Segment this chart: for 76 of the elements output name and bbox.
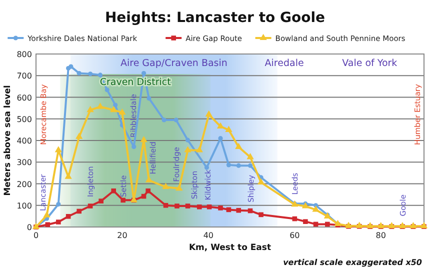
point xyxy=(120,198,126,203)
point xyxy=(110,106,118,112)
point xyxy=(176,184,183,191)
point xyxy=(140,136,148,142)
point xyxy=(235,142,242,150)
x-tick-label: 0 xyxy=(33,231,39,240)
point xyxy=(163,202,168,208)
point xyxy=(312,206,320,212)
point xyxy=(218,206,223,210)
point xyxy=(104,88,110,92)
point xyxy=(174,204,180,208)
point xyxy=(325,222,330,227)
annotation: Airedale xyxy=(264,58,304,69)
y-tick-label: 0 xyxy=(26,223,32,232)
band-label: Craven District xyxy=(100,77,172,88)
band-label: Aire Gap/Craven Basin xyxy=(120,58,228,69)
point xyxy=(111,188,116,194)
point xyxy=(162,118,166,122)
point xyxy=(205,110,212,117)
point xyxy=(146,188,150,194)
annotation: Vale of York xyxy=(342,58,398,69)
point xyxy=(88,204,93,208)
point xyxy=(236,163,241,168)
point xyxy=(64,172,72,179)
point xyxy=(196,146,203,152)
point xyxy=(226,162,232,168)
y-tick-label: 600 xyxy=(16,93,32,102)
point xyxy=(96,102,104,109)
point xyxy=(196,204,202,210)
x-tick-label: 40 xyxy=(203,231,214,240)
point xyxy=(185,204,190,208)
y-axis-title: Meters above sea level xyxy=(3,85,13,196)
point xyxy=(45,222,50,228)
point xyxy=(302,202,310,208)
point xyxy=(113,102,118,108)
point xyxy=(248,163,253,168)
point xyxy=(54,146,62,152)
point xyxy=(184,146,192,152)
point xyxy=(56,202,61,207)
point xyxy=(76,208,82,214)
point xyxy=(185,138,190,142)
y-tick-label: 200 xyxy=(16,180,32,189)
y-tick-label: 700 xyxy=(16,72,32,81)
point xyxy=(76,132,83,139)
x-tick-label: 20 xyxy=(117,231,128,240)
chart-title: Heights: Lancaster to Goole xyxy=(104,10,326,26)
point xyxy=(118,108,126,115)
point xyxy=(246,153,254,160)
x-axis-title: Km, West to East xyxy=(188,243,272,253)
x-tick-label: 80 xyxy=(376,231,386,240)
point xyxy=(66,214,71,219)
point xyxy=(303,219,308,224)
point xyxy=(86,106,94,112)
y-tick-label: 300 xyxy=(16,158,32,168)
point xyxy=(56,220,61,224)
point xyxy=(174,118,178,122)
point xyxy=(236,208,242,213)
point xyxy=(98,72,103,78)
point xyxy=(43,211,50,218)
text: vertical scale exaggerated x50 xyxy=(283,258,422,267)
y-tick-label: 500 xyxy=(16,114,32,124)
point xyxy=(76,70,82,76)
point xyxy=(206,204,212,210)
point xyxy=(88,72,93,76)
point xyxy=(225,126,232,132)
point xyxy=(162,182,170,190)
x-tick-label: 60 xyxy=(290,231,300,240)
point xyxy=(204,165,210,170)
point xyxy=(257,178,265,185)
y-tick-label: 100 xyxy=(16,201,32,210)
point xyxy=(258,212,264,218)
point xyxy=(68,64,74,69)
y-tick-label: 800 xyxy=(16,50,32,59)
point xyxy=(98,198,104,204)
y-tick-label: 400 xyxy=(16,136,32,146)
point xyxy=(146,96,152,101)
